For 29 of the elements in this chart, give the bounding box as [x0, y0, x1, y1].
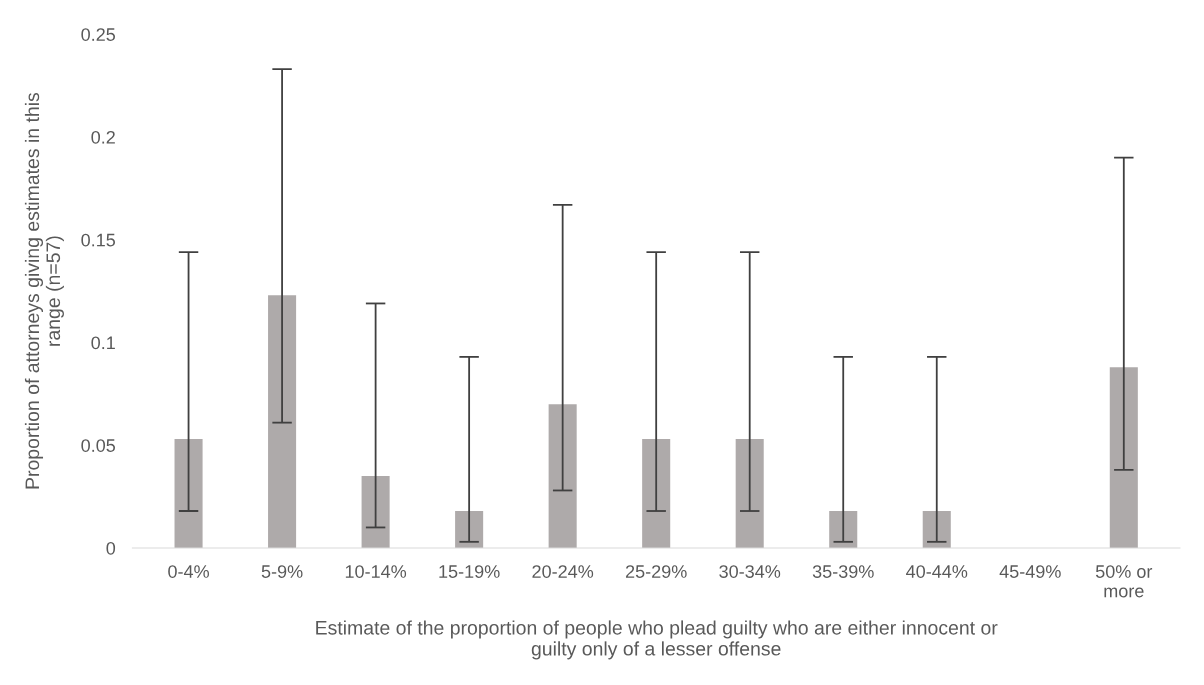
bar: [922, 511, 951, 548]
bar: [174, 439, 203, 548]
y-axis-title: Proportion of attorneys giving estimates in this range (n=57): [24, 92, 64, 489]
y-tick-label: 0.1: [91, 336, 115, 350]
x-axis-title: Estimate of the proportion of people who plead guilty who are either innocent or guilty only of a lesser offense: [316, 620, 998, 660]
x-tick-label: 25-29%: [625, 565, 687, 578]
x-tick-label: 45-49%: [999, 565, 1061, 578]
y-tick-label: 0: [106, 541, 116, 555]
x-tick-label: 35-39%: [812, 565, 874, 578]
bar: [548, 404, 577, 548]
x-tick-label: 10-14%: [345, 565, 407, 578]
y-tick-label: 0.2: [91, 130, 115, 144]
x-tick-label: 5-9%: [261, 565, 303, 578]
x-tick-label: 20-24%: [532, 565, 594, 578]
y-tick-label: 0.15: [81, 233, 116, 247]
x-tick-label: 40-44%: [906, 565, 968, 578]
x-tick-label: 15-19%: [439, 565, 500, 578]
bar: [642, 439, 671, 548]
bar: [455, 511, 484, 548]
x-tick-label: 0-4%: [168, 565, 209, 578]
y-tick-label: 0.25: [81, 28, 116, 41]
bar: [1109, 367, 1138, 548]
bar: [735, 439, 764, 548]
bar: [268, 295, 297, 548]
bar: [829, 511, 858, 548]
x-tick-label: 30-34%: [719, 565, 781, 578]
bar: [361, 476, 390, 548]
y-tick-label: 0.05: [81, 439, 116, 452]
x-tick-label: 50% or more: [1095, 565, 1153, 598]
